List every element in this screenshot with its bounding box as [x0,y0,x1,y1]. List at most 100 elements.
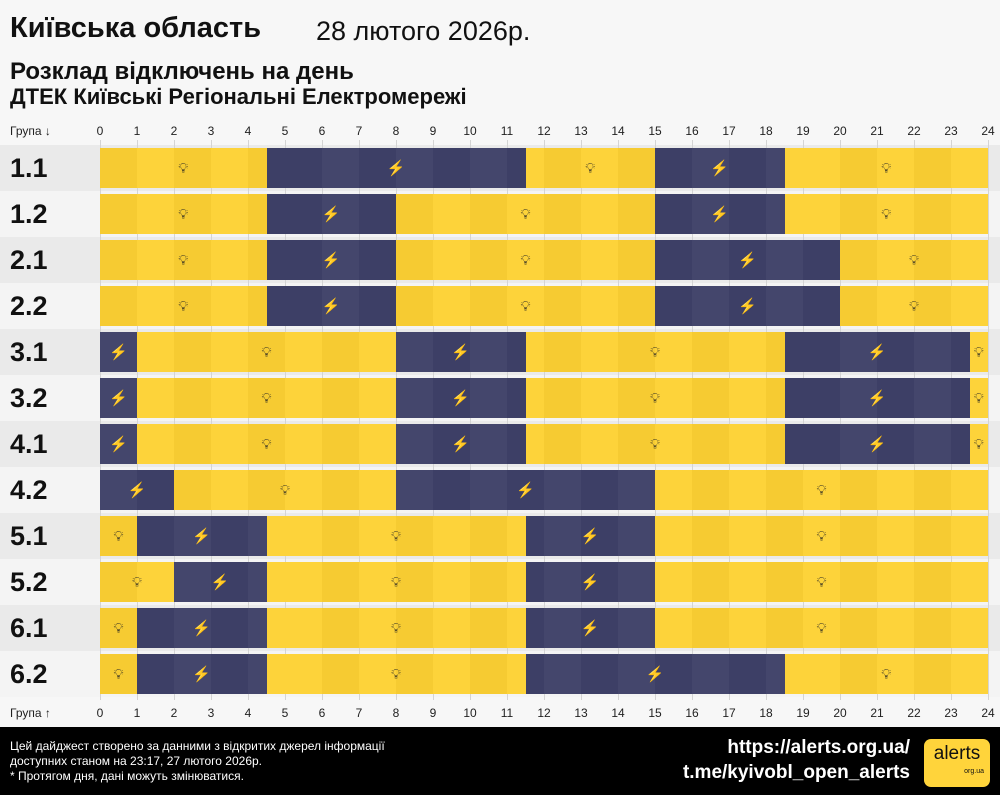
hour-shade [914,654,951,694]
hour-tick-bottom: 14 [611,706,625,720]
hour-shade [766,608,803,648]
hour-shade [544,608,581,648]
hour-shade [174,194,211,234]
hour-shade [618,286,655,326]
hour-shade [248,378,285,418]
hour-shade [322,608,359,648]
hour-shade [618,424,655,464]
hour-shade [840,654,877,694]
lightbulb-icon: 💡︎ [113,619,124,636]
hour-shade [766,194,785,234]
power-on-segment: 💡︎ [137,378,396,418]
power-off-icon: ⚡ [580,620,600,637]
hour-tick-top: 15 [648,124,662,138]
hour-shade [322,240,359,280]
group-axis-label-bottom: Група ↑ [10,706,51,720]
hour-shade [470,194,507,234]
hour-shade [248,562,267,602]
power-on-segment: 💡︎ [969,332,988,372]
telegram-link[interactable]: t.me/kyivobl_open_alerts [682,762,910,783]
power-on-segment: 💡︎ [266,516,526,556]
power-on-segment: 💡︎ [266,654,526,694]
hour-tick-bottom: 2 [170,706,178,720]
power-off-segment: ⚡ [525,608,655,648]
grid-line [877,140,878,700]
power-off-segment: ⚡ [396,332,526,372]
grid-line [396,140,397,700]
power-off-icon: ⚡ [451,344,471,361]
footer-note-3: * Протягом дня, дані можуть змінюватися. [10,769,244,783]
grid-line [174,140,175,700]
hour-shade [840,470,877,510]
region-title: Київська область [10,12,262,44]
hour-tick-bottom: 21 [870,706,884,720]
lightbulb-icon: 💡︎ [391,665,401,682]
hour-shade [618,608,655,648]
power-off-segment: ⚡ [655,148,785,188]
grid-line [248,140,249,700]
power-on-segment: 💡︎ [100,608,137,648]
power-off-icon: ⚡ [321,252,341,269]
hour-shade [174,516,211,556]
power-on-segment: 💡︎ [840,240,988,280]
hour-tick-top: 22 [907,124,921,138]
grid-line [692,140,693,700]
hour-shade [470,240,507,280]
power-on-segment: 💡︎ [137,424,396,464]
lightbulb-icon: 💡︎ [132,573,142,590]
group-axis-label-top: Група ↓ [10,124,51,138]
power-on-segment: 💡︎ [655,562,988,602]
grid-line [285,140,286,700]
hour-shade [914,378,951,418]
power-off-icon: ⚡ [192,666,212,683]
power-off-icon: ⚡ [867,390,887,407]
hour-shade [174,654,211,694]
hour-shade [692,378,729,418]
power-off-icon: ⚡ [451,436,471,453]
power-on-segment: 💡︎ [100,654,137,694]
power-off-segment: ⚡ [525,562,655,602]
footer: Цей дайджест створено за данними з відкр… [0,727,1000,795]
power-off-icon: ⚡ [738,298,757,315]
site-link[interactable]: https://alerts.org.ua/ [727,737,910,758]
hour-shade [174,378,211,418]
hour-shade [248,286,267,326]
hour-shade [322,194,359,234]
hour-shade [766,654,785,694]
footer-note-2: доступних станом на 23:17, 27 лютого 202… [10,754,262,768]
hour-shade [692,194,729,234]
hour-shade [396,424,433,464]
group-label: 3.2 [10,383,48,413]
hour-shade [322,470,359,510]
grid-line [433,140,434,700]
power-on-segment: 💡︎ [784,148,988,188]
hour-shade [766,332,785,372]
hour-tick-bottom: 6 [318,706,326,720]
hour-shade [618,654,655,694]
hour-tick-bottom: 11 [500,706,514,720]
power-off-icon: ⚡ [127,482,147,499]
hour-shade [544,240,581,280]
hour-shade [914,516,951,556]
power-on-segment: 💡︎ [100,562,174,602]
hour-shade [914,286,951,326]
hour-tick-top: 1 [133,124,141,138]
hour-shade [618,562,655,602]
hour-shade [766,148,785,188]
power-off-icon: ⚡ [738,252,757,269]
hour-shade [174,608,211,648]
group-label: 2.1 [10,245,48,275]
hour-shade [470,332,507,372]
hour-shade [766,516,803,556]
power-off-icon: ⚡ [321,298,341,315]
hour-tick-top: 12 [537,124,551,138]
hour-shade [692,516,729,556]
power-off-icon: ⚡ [109,436,128,453]
hour-shade [692,148,729,188]
hour-tick-bottom: 5 [281,706,289,720]
hour-tick-bottom: 22 [907,706,921,720]
hour-shade [174,562,211,602]
hour-shade [840,378,877,418]
hour-tick-bottom: 13 [574,706,588,720]
hour-shade [248,654,267,694]
